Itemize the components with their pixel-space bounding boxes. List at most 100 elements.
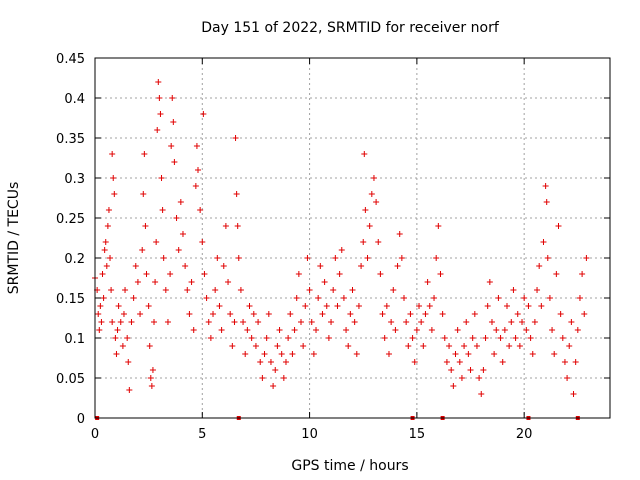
data-point — [334, 303, 341, 309]
data-point — [304, 255, 311, 261]
data-point — [117, 319, 124, 325]
data-point — [437, 271, 444, 277]
data-point — [422, 311, 429, 317]
data-point — [246, 303, 253, 309]
data-point — [373, 199, 380, 205]
data-point — [244, 327, 251, 333]
data-point — [512, 335, 519, 341]
data-point — [473, 343, 480, 349]
y-tick-label: 0.45 — [56, 52, 85, 67]
data-point — [441, 335, 448, 341]
data-point — [531, 319, 538, 325]
x-tick-label: 20 — [516, 427, 533, 442]
data-point — [383, 303, 390, 309]
data-point — [394, 263, 401, 269]
data-point — [572, 359, 579, 365]
data-point — [100, 295, 107, 301]
data-point — [158, 175, 165, 181]
data-point — [110, 175, 117, 181]
data-point — [291, 327, 298, 333]
y-tick-label: 0.3 — [64, 172, 85, 187]
data-point — [353, 351, 360, 357]
data-point — [300, 343, 307, 349]
data-point — [355, 303, 362, 309]
chart-title: Day 151 of 2022, SRMTID for receiver nor… — [201, 20, 500, 36]
data-point — [218, 327, 225, 333]
data-point — [568, 319, 575, 325]
data-point — [285, 335, 292, 341]
data-point — [195, 167, 201, 173]
data-point — [506, 343, 513, 349]
data-point — [177, 199, 184, 205]
data-point — [302, 303, 309, 309]
data-point — [527, 335, 534, 341]
data-point — [227, 311, 234, 317]
data-point — [205, 319, 212, 325]
data-point — [323, 303, 330, 309]
data-point — [232, 135, 239, 141]
data-point — [317, 263, 324, 269]
data-point — [160, 255, 167, 261]
data-point — [501, 327, 508, 333]
data-point — [538, 303, 545, 309]
y-tick-label: 0.35 — [56, 132, 85, 147]
data-point — [426, 303, 433, 309]
data-point — [544, 255, 551, 261]
data-point — [420, 343, 427, 349]
data-point — [362, 207, 369, 213]
data-point — [151, 319, 158, 325]
data-point — [499, 359, 506, 365]
data-point — [411, 359, 418, 365]
data-point — [495, 295, 502, 301]
data-point — [555, 223, 562, 229]
data-point — [379, 311, 386, 317]
data-point — [162, 287, 169, 293]
data-point — [240, 319, 247, 325]
data-point — [325, 335, 332, 341]
data-point — [164, 319, 171, 325]
data-point — [145, 303, 152, 309]
data-point — [190, 327, 197, 333]
data-point — [214, 255, 221, 261]
data-point — [112, 335, 119, 341]
y-tick-label: 0 — [77, 412, 85, 427]
data-point — [235, 255, 242, 261]
data-point — [229, 343, 236, 349]
data-point — [210, 311, 217, 317]
data-point — [446, 343, 453, 349]
data-point — [222, 223, 229, 229]
data-point — [328, 319, 335, 325]
data-point — [482, 335, 489, 341]
data-point — [561, 359, 568, 365]
x-tick-label: 10 — [301, 427, 318, 442]
data-point — [375, 239, 382, 245]
data-point — [368, 191, 375, 197]
data-point — [107, 255, 114, 261]
data-point — [450, 383, 457, 389]
data-point — [259, 375, 266, 381]
data-point — [321, 279, 328, 285]
data-point — [443, 359, 450, 365]
data-point — [186, 311, 193, 317]
data-point — [134, 279, 141, 285]
data-point — [212, 287, 219, 293]
x-axis-title: GPS time / hours — [291, 458, 408, 474]
data-point — [192, 183, 199, 189]
data-point — [504, 303, 510, 309]
data-point — [407, 311, 414, 317]
data-point — [149, 367, 156, 373]
data-point — [154, 127, 161, 133]
data-point — [418, 319, 425, 325]
data-point — [377, 271, 384, 277]
x-tick-label: 0 — [91, 427, 99, 442]
data-point — [398, 255, 405, 261]
data-point — [119, 343, 126, 349]
data-point — [553, 271, 560, 277]
data-point — [581, 311, 588, 317]
data-point — [171, 159, 178, 165]
data-point — [139, 247, 146, 253]
data-point — [146, 343, 153, 349]
data-point — [207, 335, 214, 341]
data-point — [484, 303, 491, 309]
